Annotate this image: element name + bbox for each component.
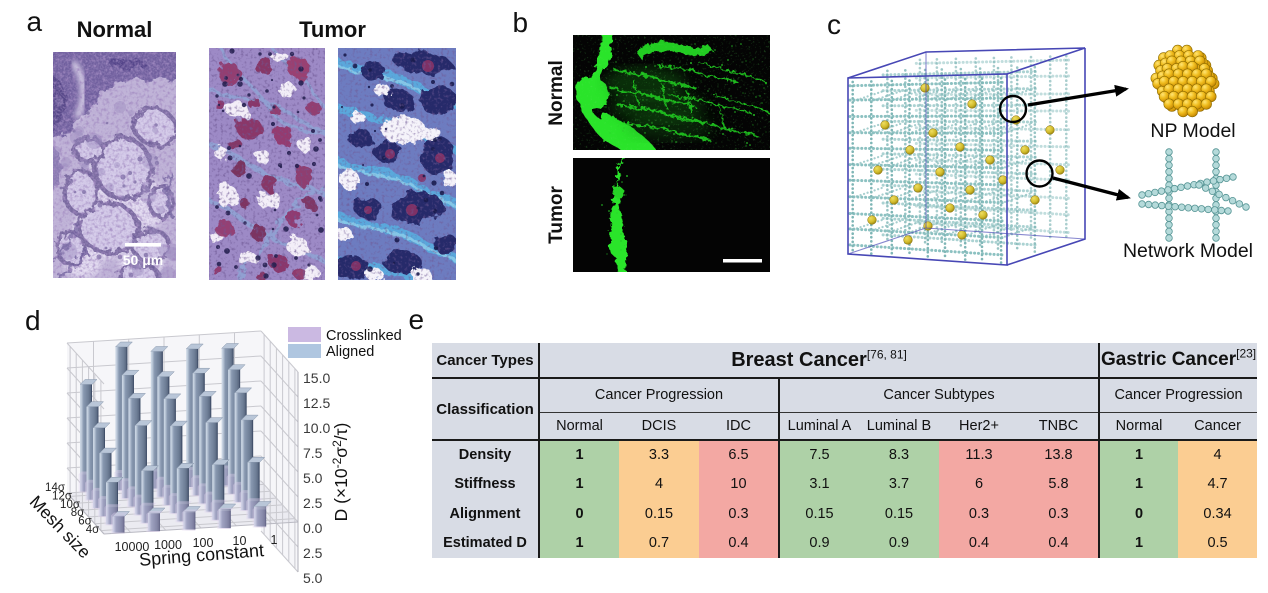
- svg-text:10.0: 10.0: [303, 420, 330, 436]
- svg-text:5.0: 5.0: [303, 470, 323, 486]
- svg-text:7.5: 7.5: [303, 445, 323, 461]
- svg-text:6σ: 6σ: [78, 516, 92, 528]
- svg-text:100: 100: [193, 536, 214, 550]
- svg-text:1: 1: [271, 533, 278, 547]
- svg-text:2.5: 2.5: [303, 495, 323, 511]
- svg-text:Network Model: Network Model: [1123, 240, 1253, 262]
- svg-text:10: 10: [233, 534, 247, 548]
- svg-text:14σ: 14σ: [45, 482, 65, 494]
- svg-text:8σ: 8σ: [71, 507, 85, 519]
- svg-text:12.5: 12.5: [303, 395, 330, 411]
- svg-text:Crosslinked: Crosslinked: [326, 328, 402, 344]
- svg-text:NP Model: NP Model: [1150, 120, 1235, 142]
- svg-text:50 μm: 50 μm: [123, 252, 163, 268]
- svg-text:12σ: 12σ: [52, 491, 72, 503]
- svg-text:10000: 10000: [115, 540, 150, 554]
- svg-text:4σ: 4σ: [86, 524, 100, 536]
- svg-text:5.0: 5.0: [303, 570, 323, 586]
- svg-text:1000: 1000: [154, 538, 182, 552]
- svg-text:0.0: 0.0: [303, 520, 323, 536]
- svg-text:10σ: 10σ: [60, 499, 80, 511]
- svg-text:Aligned: Aligned: [326, 344, 374, 360]
- svg-text:D (×10-2σ2/τ): D (×10-2σ2/τ): [330, 423, 351, 522]
- svg-text:15.0: 15.0: [303, 370, 330, 386]
- svg-text:2.5: 2.5: [303, 545, 323, 561]
